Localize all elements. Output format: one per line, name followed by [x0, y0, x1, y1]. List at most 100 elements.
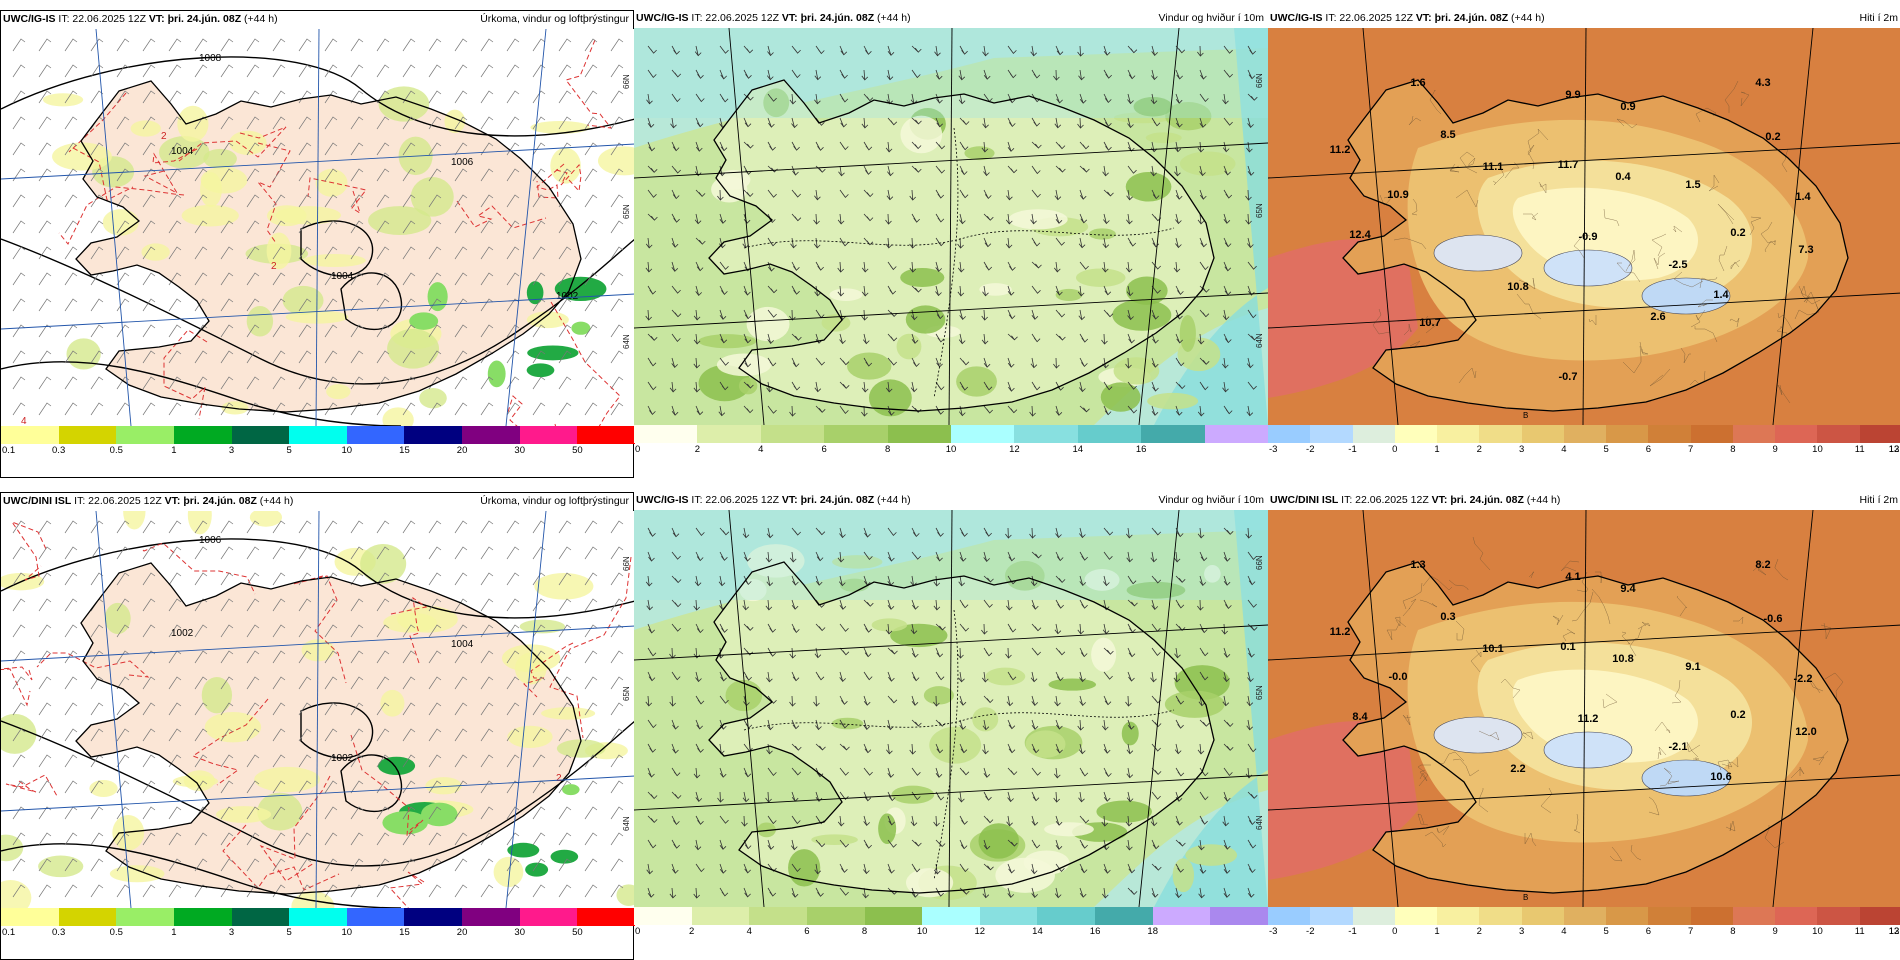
wind-arrow: [935, 165, 945, 174]
wind-barb: [402, 272, 416, 286]
colorbar-tick-label: -2: [1306, 444, 1315, 455]
wind-barb: [428, 246, 442, 260]
wind-arrow: [815, 839, 826, 848]
colorbar-tick-label: 0: [1392, 444, 1398, 455]
wind-arrow: [1079, 815, 1090, 824]
wind-arrow: [935, 527, 944, 537]
wind-speed-patch: [905, 868, 954, 898]
wind-barb: [90, 246, 104, 260]
wind-arrow: [1199, 647, 1209, 657]
colorbar-segment: [231, 426, 290, 444]
graticule-line: [1268, 142, 1900, 179]
lead-time: (+44 h): [259, 495, 294, 507]
wind-barb: [480, 676, 494, 690]
wind-arrow: [1031, 189, 1041, 198]
wind-arrow: [1199, 791, 1209, 801]
wind-arrow: [1031, 333, 1041, 343]
wind-barb: [402, 350, 416, 364]
wind-barb: [246, 520, 260, 534]
wind-barb: [610, 116, 624, 130]
wind-arrow: [1151, 357, 1159, 368]
wind-barb: [610, 520, 624, 534]
wind-barb: [324, 402, 338, 416]
precip-patch: [410, 177, 454, 217]
colorbar-tick-label: 1: [1434, 926, 1440, 937]
wind-arrow: [1005, 599, 1013, 611]
wind-barb: [610, 546, 624, 560]
wind-arrow: [863, 141, 873, 151]
wind-arrow: [1102, 165, 1109, 177]
wind-arrow: [1078, 237, 1086, 249]
colorbar-tick-label: -1: [1348, 926, 1357, 937]
temp-contour: [1686, 741, 1701, 758]
wind-barb: [532, 806, 546, 820]
wind-barb: [480, 90, 494, 104]
wind-barb: [142, 38, 156, 52]
wind-arrow: [1175, 623, 1186, 632]
wind-arrow: [671, 527, 680, 538]
temp-contour: [1824, 672, 1844, 703]
wind-barb: [402, 168, 416, 182]
wind-barb: [38, 624, 52, 638]
wind-barb: [454, 324, 468, 338]
wind-arrow: [743, 117, 752, 128]
wind-barb: [532, 728, 546, 742]
wind-arrow: [1078, 309, 1086, 321]
wind-barb: [480, 402, 494, 416]
wind-barb: [402, 754, 416, 768]
wind-arrow: [959, 863, 969, 873]
wind-arrow: [1103, 671, 1113, 680]
wind-barb: [142, 702, 156, 716]
temp-contour: [1588, 315, 1597, 326]
colorbar-segment: [1, 908, 59, 926]
wind-barb: [610, 832, 624, 846]
wind-speed-patch: [1100, 382, 1141, 412]
wind-barb: [142, 780, 156, 794]
wind-arrow: [815, 405, 826, 413]
wind-arrow: [1054, 117, 1062, 129]
wind-barb: [194, 546, 208, 560]
lead-time: (+44 h): [877, 12, 911, 24]
temp-contour: [1472, 536, 1491, 571]
wind-arrow: [861, 261, 869, 273]
colorbar-tick-label: 10: [341, 445, 353, 456]
wind-barb: [142, 220, 156, 234]
colorbar-segment: [1690, 907, 1733, 925]
wind-arrow: [767, 45, 774, 57]
wind-arrow: [1223, 237, 1232, 248]
temperature-value: 0.2: [1730, 709, 1745, 721]
heavy-precip-patch: [507, 842, 540, 858]
colorbar-segment: [1095, 907, 1153, 925]
wind-arrow: [1127, 141, 1135, 152]
colorbar-segment: [922, 907, 980, 925]
contour-label: 1006: [199, 535, 222, 546]
wind-arrow: [814, 285, 821, 297]
wind-arrow: [1223, 599, 1232, 610]
wind-arrow: [743, 309, 752, 320]
colorbar-segment: [1394, 907, 1438, 925]
temp-contour: [1402, 714, 1412, 726]
wind-arrow: [959, 381, 969, 391]
precip-patch: [360, 544, 407, 584]
wind-arrow: [887, 261, 897, 271]
wind-arrow: [693, 333, 701, 345]
wind-arrow: [671, 93, 681, 103]
contour-label: 2: [161, 131, 167, 142]
wind-arrow: [695, 791, 703, 803]
wind-barb: [116, 376, 130, 390]
colorbar-tick-label: 10: [1812, 444, 1823, 455]
wind-barb: [376, 702, 390, 716]
wind-barb: [64, 298, 78, 312]
wind-barb: [220, 728, 234, 742]
colorbar-tick-label: 8: [861, 926, 868, 937]
wind-speed-patch: [831, 717, 864, 730]
wind-barb: [558, 298, 572, 312]
wind-barb: [350, 754, 364, 768]
wind-arrow: [1055, 575, 1066, 584]
temp-contour: [1449, 163, 1460, 173]
wind-arrow: [646, 863, 653, 875]
wind-barb: [428, 754, 442, 768]
wind-arrow: [863, 815, 870, 827]
precip-patch: [254, 766, 321, 793]
wind-barb: [454, 754, 468, 768]
